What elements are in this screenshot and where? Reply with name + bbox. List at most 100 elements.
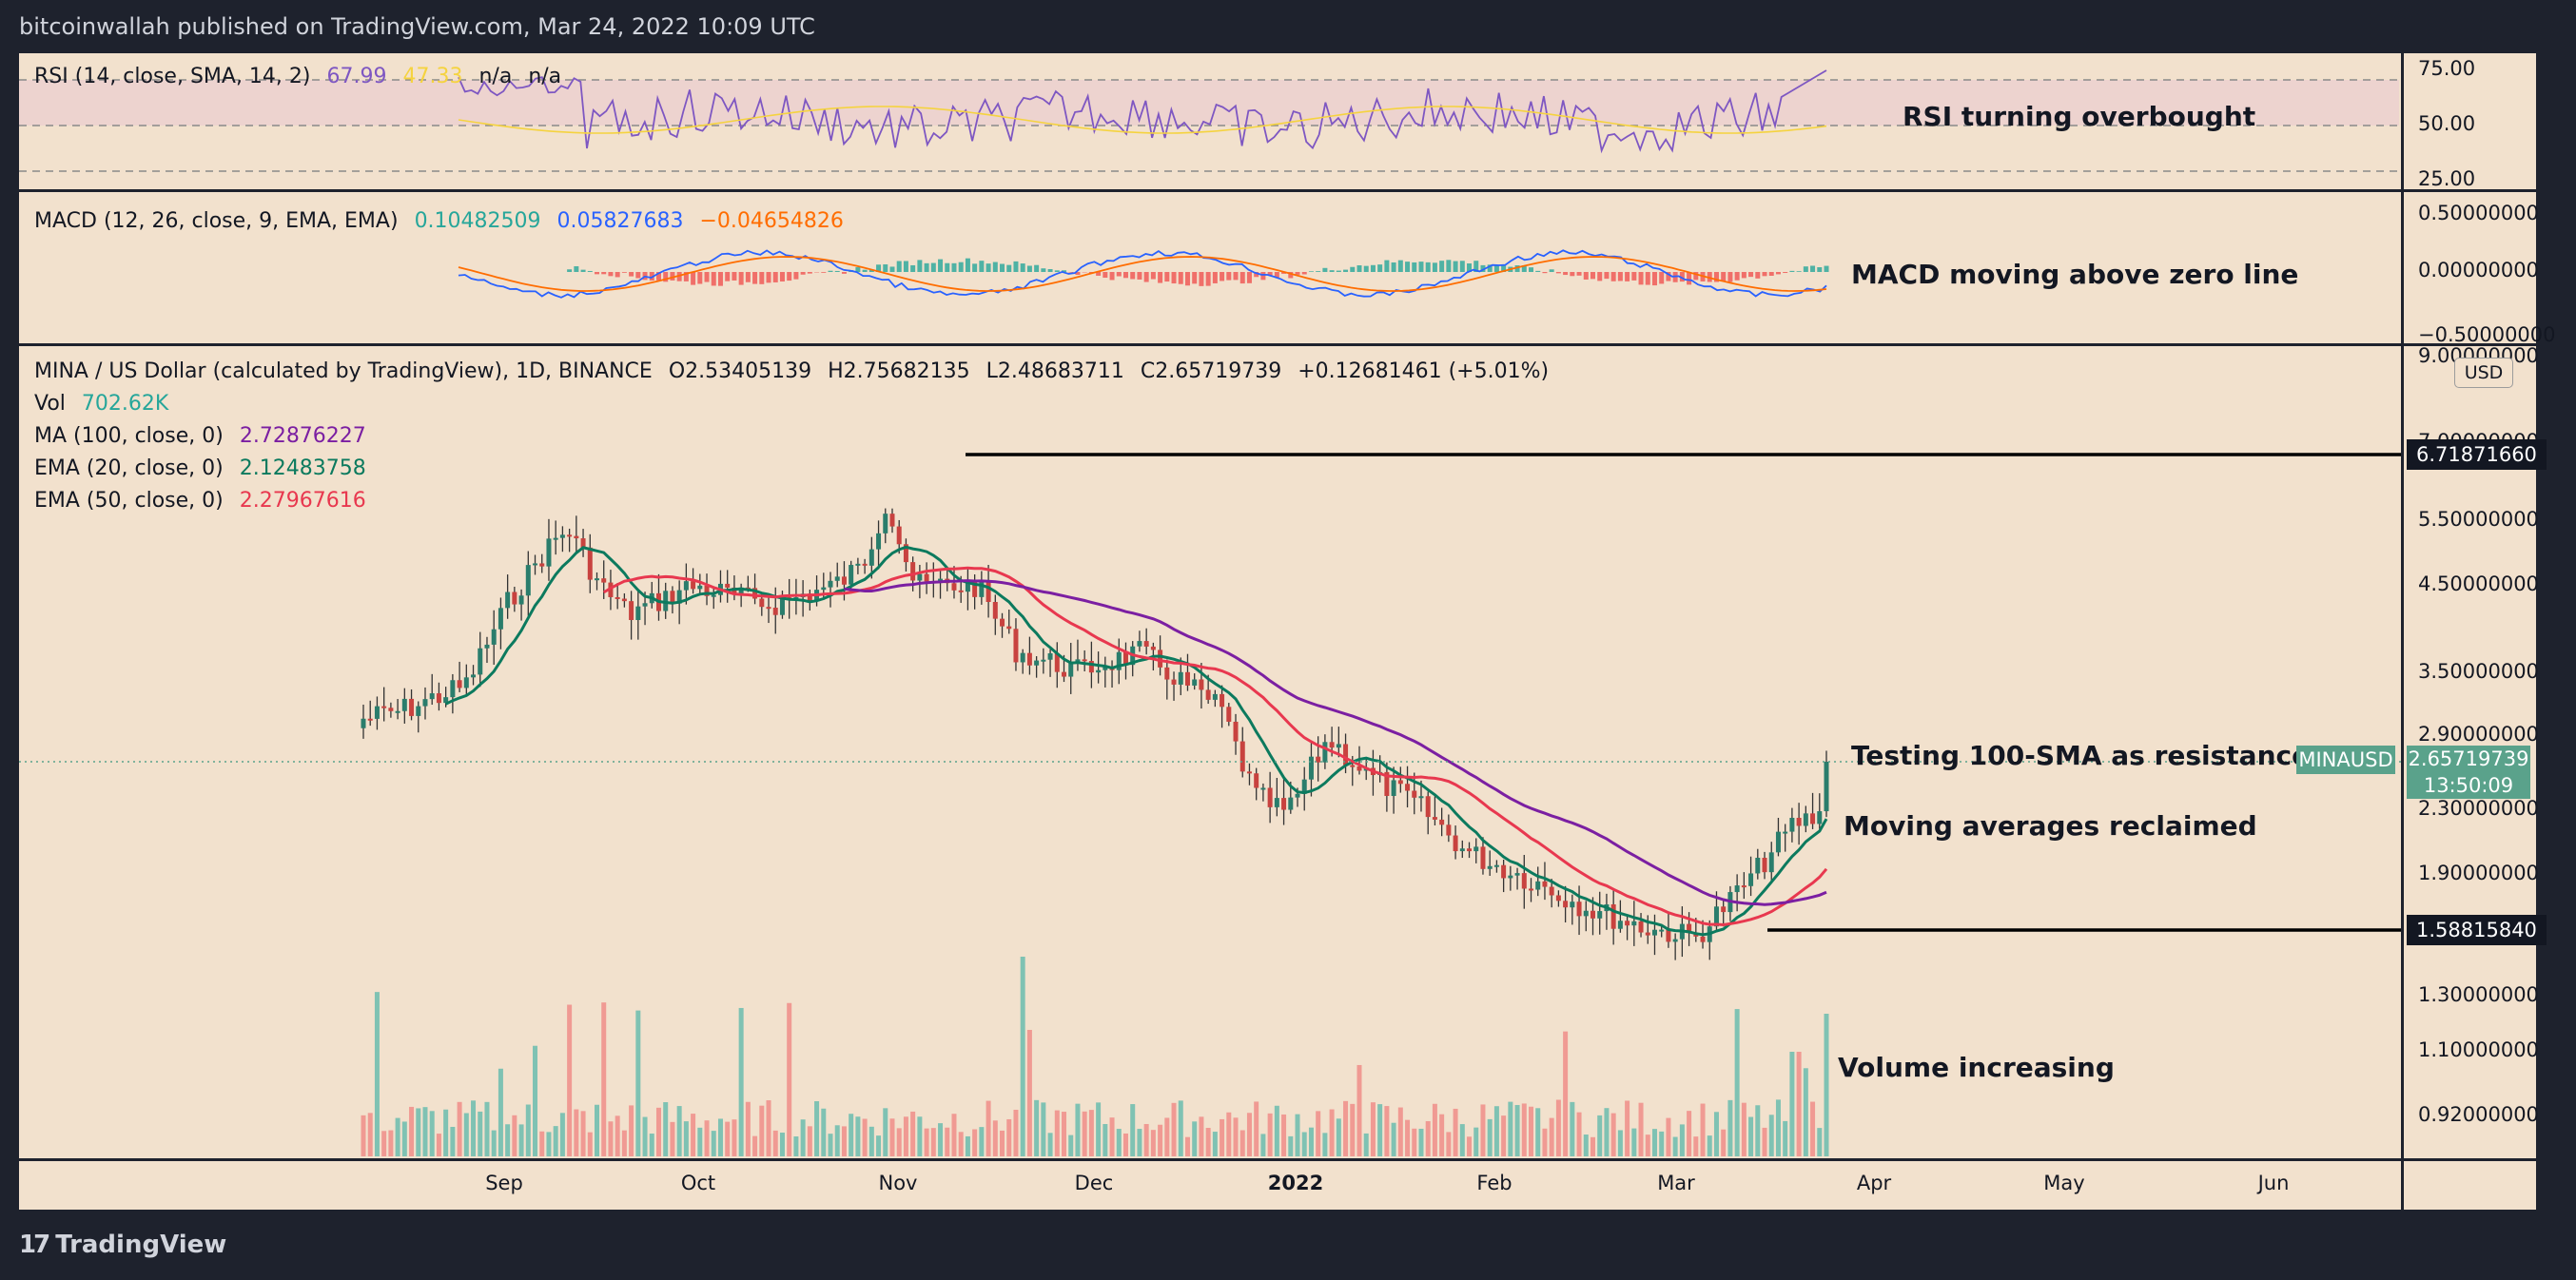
macd-hist-bar	[938, 259, 944, 272]
candle-body	[883, 514, 888, 533]
macd-hist-bar	[1439, 261, 1445, 272]
volume-bar	[1521, 1103, 1527, 1156]
candle-body	[1301, 779, 1307, 794]
candle-body	[1631, 921, 1637, 926]
volume-bar	[1666, 1117, 1671, 1156]
macd-hist-bar	[1748, 272, 1754, 278]
currency-badge[interactable]: USD	[2454, 358, 2513, 388]
symbol-title[interactable]: MINA / US Dollar (calculated by TradingV…	[34, 359, 653, 383]
resistance-price-tag: 6.71871660	[2407, 439, 2547, 470]
volume-bar	[1576, 1112, 1582, 1156]
macd-hist-bar	[1734, 272, 1740, 281]
ema20-line	[444, 545, 1828, 937]
candle-body	[855, 563, 861, 566]
chart-canvas[interactable]	[19, 53, 2536, 1210]
chart-frame[interactable]: RSI (14, close, SMA, 14, 2) 67.99 47.33 …	[19, 53, 2556, 1210]
macd-hist-bar	[1013, 261, 1019, 272]
candle-body	[1047, 653, 1053, 660]
candle-body	[608, 582, 614, 597]
macd-hist-bar	[1150, 272, 1156, 280]
candle-body	[1054, 653, 1060, 672]
candle-body	[1212, 693, 1218, 700]
ema20-legend[interactable]: EMA (20, close, 0) 2.12483758	[34, 456, 376, 480]
volume-bar	[1638, 1102, 1644, 1156]
volume-bar	[965, 1135, 970, 1156]
candle-body	[979, 582, 985, 597]
candle-body	[1254, 773, 1259, 788]
ema50-legend[interactable]: EMA (50, close, 0) 2.27967616	[34, 489, 376, 513]
macd-hist-bar	[567, 269, 573, 272]
tradingview-logo[interactable]: 17 TradingView	[19, 1231, 226, 1259]
macd-price-separator[interactable]	[19, 343, 2536, 346]
volume-bar	[752, 1135, 758, 1156]
volume-bar	[821, 1108, 827, 1156]
macd-legend[interactable]: MACD (12, 26, close, 9, EMA, EMA) 0.1048…	[34, 209, 853, 233]
macd-hist-bar	[1467, 263, 1473, 272]
volume-bar	[849, 1114, 854, 1156]
candle-body	[772, 607, 778, 615]
volume-bar	[1000, 1130, 1005, 1156]
macd-hist-bar	[821, 272, 827, 273]
macd-hist-bar	[1459, 261, 1465, 272]
symbol-legend[interactable]: MINA / US Dollar (calculated by TradingV…	[34, 359, 1558, 383]
volume-bar	[663, 1102, 669, 1156]
candle-body	[807, 593, 812, 602]
volume-bar	[1796, 1052, 1802, 1156]
macd-hist-bar	[615, 272, 620, 278]
macd-hist-bar	[601, 272, 607, 275]
candle-body	[553, 537, 558, 540]
macd-hist-bar	[1576, 272, 1582, 276]
volume-bar	[1768, 1115, 1774, 1156]
volume-bar	[1233, 1117, 1239, 1156]
time-axis-mar: Mar	[1657, 1172, 1695, 1194]
candle-body	[951, 583, 957, 591]
volume-bar	[1164, 1117, 1170, 1156]
volume-bar	[1713, 1112, 1719, 1156]
candle-body	[697, 585, 703, 590]
volume-bar	[1535, 1108, 1541, 1156]
macd-hist-bar	[704, 272, 710, 282]
candle-body	[766, 607, 771, 610]
macd-hist-bar	[1453, 261, 1458, 272]
candle-body	[1768, 852, 1774, 873]
volume-bar	[580, 1111, 586, 1156]
candle-body	[1329, 742, 1335, 748]
macd-hist-bar	[1068, 272, 1074, 273]
volume-bar	[903, 1116, 908, 1156]
candle-body	[1143, 641, 1149, 647]
volume-bar	[958, 1132, 964, 1156]
volume-legend[interactable]: Vol 702.62K	[34, 392, 178, 416]
candle-body	[1226, 707, 1232, 722]
volume-bar	[938, 1123, 944, 1156]
candle-body	[924, 573, 929, 582]
rsi-legend[interactable]: RSI (14, close, SMA, 14, 2) 67.99 47.33 …	[34, 65, 571, 88]
ohlc-open: O2.53405139	[668, 359, 812, 383]
ma100-line	[844, 579, 1827, 906]
volume-bar	[1150, 1130, 1156, 1156]
volume-bar	[595, 1104, 600, 1156]
macd-hist-bar	[1130, 272, 1136, 280]
macd-hist-bar	[841, 272, 847, 274]
volume-bar	[1542, 1128, 1548, 1156]
rsi-sma-value: 47.33	[402, 65, 463, 88]
volume-bar	[972, 1129, 978, 1156]
macd-hist-bar	[992, 262, 998, 272]
volume-bar	[457, 1101, 462, 1156]
macd-hist-bar	[1473, 261, 1479, 272]
macd-hist-bar	[958, 262, 964, 272]
volume-bar	[807, 1126, 812, 1156]
volume-bar	[779, 1133, 785, 1156]
candle-body	[711, 594, 716, 597]
volume-bar	[910, 1111, 916, 1156]
volume-bar	[1336, 1118, 1341, 1156]
macd-hist-bar	[862, 269, 868, 272]
price-axis-1-1: 1.10000000	[2418, 1038, 2539, 1061]
candle-body	[1192, 679, 1198, 686]
ma100-legend[interactable]: MA (100, close, 0) 2.72876227	[34, 424, 376, 448]
rsi-macd-separator[interactable]	[19, 189, 2536, 192]
volume-bar	[1549, 1117, 1554, 1156]
volume-bar	[1026, 1029, 1032, 1156]
macd-hist-bar	[1205, 272, 1211, 286]
volume-bar	[1700, 1103, 1706, 1156]
candle-body	[1233, 721, 1239, 742]
